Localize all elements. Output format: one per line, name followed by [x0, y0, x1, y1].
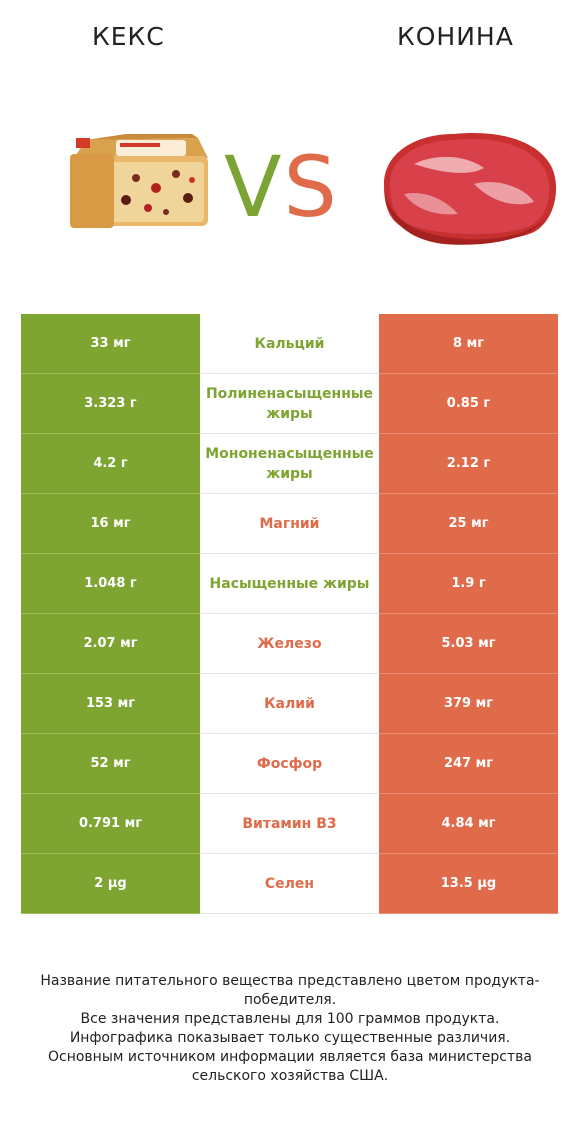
footer-line-2: Все значения представлены для 100 граммо… — [80, 1011, 500, 1027]
left-food-title: кекс — [92, 22, 165, 51]
nutrient-name: Кальций — [200, 314, 379, 374]
left-value: 1.048 г — [21, 554, 200, 614]
right-value: 0.85 г — [379, 374, 558, 434]
comparison-table: 33 мг Кальций 8 мг 3.323 г Полиненасыщенные … — [21, 314, 558, 914]
vs-s: S — [283, 138, 339, 236]
left-value: 4.2 г — [21, 434, 200, 494]
left-value: 2 µg — [21, 854, 200, 914]
footer-line-4: Основным источником информации является … — [48, 1049, 532, 1084]
footer-line-3: Инфографика показывает только существенн… — [69, 1030, 511, 1046]
nutrient-name: Селен — [200, 854, 379, 914]
right-value: 247 мг — [379, 734, 558, 794]
left-value: 33 мг — [21, 314, 200, 374]
right-value: 4.84 мг — [379, 794, 558, 854]
nutrient-name: Насыщенные жиры — [200, 554, 379, 614]
right-value: 25 мг — [379, 494, 558, 554]
table-row: 153 мг Калий 379 мг — [21, 674, 558, 734]
right-value: 379 мг — [379, 674, 558, 734]
right-food-title: конина — [397, 22, 514, 51]
horse-meat-image — [384, 133, 557, 245]
table-row: 2 µg Селен 13.5 µg — [21, 854, 558, 914]
table-row: 52 мг Фосфор 247 мг — [21, 734, 558, 794]
right-value: 13.5 µg — [379, 854, 558, 914]
vs-label: VS — [224, 138, 339, 236]
nutrient-name: Мононенасыщенные жиры — [200, 434, 379, 494]
nutrient-name: Калий — [200, 674, 379, 734]
left-value: 2.07 мг — [21, 614, 200, 674]
left-value: 52 мг — [21, 734, 200, 794]
left-value: 3.323 г — [21, 374, 200, 434]
right-value: 8 мг — [379, 314, 558, 374]
left-value: 16 мг — [21, 494, 200, 554]
table-row: 1.048 г Насыщенные жиры 1.9 г — [21, 554, 558, 614]
table-row: 3.323 г Полиненасыщенные жиры 0.85 г — [21, 374, 558, 434]
nutrient-name: Витамин B3 — [200, 794, 379, 854]
table-row: 16 мг Магний 25 мг — [21, 494, 558, 554]
left-value: 153 мг — [21, 674, 200, 734]
nutrient-name: Магний — [200, 494, 379, 554]
table-row: 0.791 мг Витамин B3 4.84 мг — [21, 794, 558, 854]
right-value: 5.03 мг — [379, 614, 558, 674]
footer-line-1: Название питательного вещества представл… — [40, 973, 540, 1008]
footer-note: Название питательного вещества представл… — [20, 972, 560, 1086]
nutrient-name: Полиненасыщенные жиры — [200, 374, 379, 434]
left-value: 0.791 мг — [21, 794, 200, 854]
right-value: 1.9 г — [379, 554, 558, 614]
table-row: 4.2 г Мононенасыщенные жиры 2.12 г — [21, 434, 558, 494]
table-row: 2.07 мг Железо 5.03 мг — [21, 614, 558, 674]
nutrient-name: Фосфор — [200, 734, 379, 794]
nutrient-name: Железо — [200, 614, 379, 674]
fruit-cake-image — [70, 134, 208, 228]
right-value: 2.12 г — [379, 434, 558, 494]
vs-v: V — [224, 138, 284, 236]
table-row: 33 мг Кальций 8 мг — [21, 314, 558, 374]
